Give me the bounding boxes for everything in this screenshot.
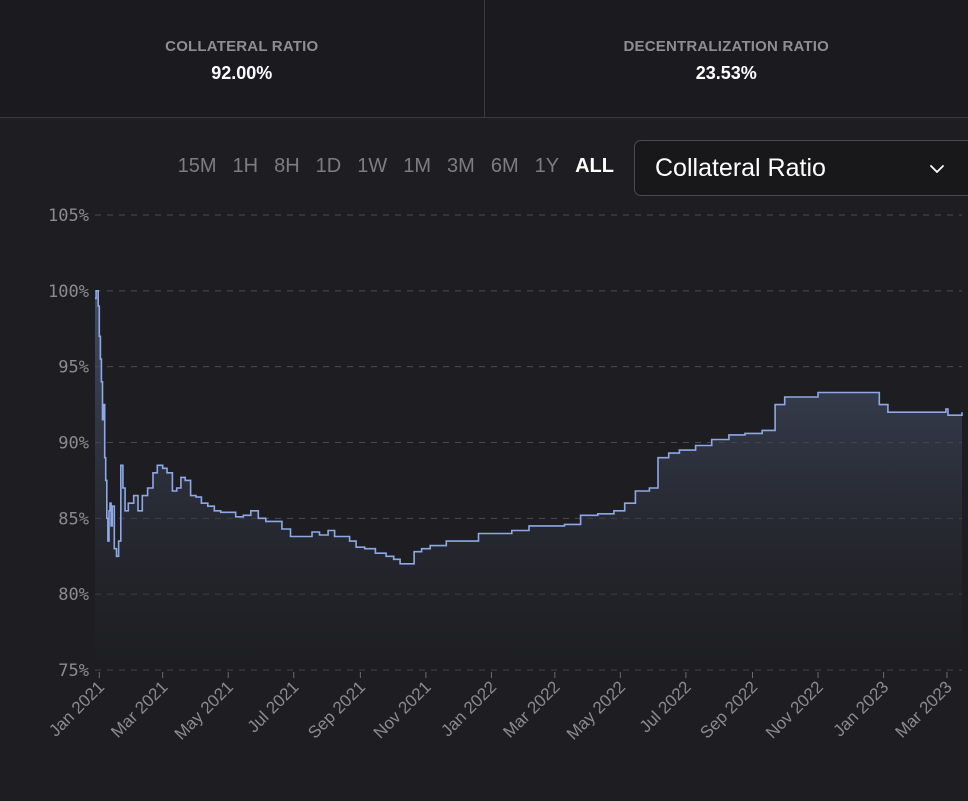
stat-label: COLLATERAL RATIO <box>165 37 319 55</box>
metric-select[interactable]: Collateral Ratio <box>634 140 968 196</box>
x-tick-label: Jul 2022 <box>636 677 695 736</box>
time-range-selector: 15M 1H 8H 1D 1W 1M 3M 6M 1Y ALL <box>170 155 622 178</box>
x-axis: Jan 2021 Mar 2021 May 2021 Jul 2021 Sep 2021… <box>45 672 956 744</box>
range-button-1m[interactable]: 1M <box>403 155 432 177</box>
y-tick-label: 75% <box>58 661 89 681</box>
x-tick-label: Jan 2023 <box>830 677 893 740</box>
y-axis: 105% 100% 95% 90% 85% 80% 75% <box>48 206 89 681</box>
chevron-down-icon <box>930 165 944 173</box>
x-tick-label: Sep 2022 <box>696 677 761 742</box>
range-button-1h[interactable]: 1H <box>232 155 259 177</box>
y-tick-label: 100% <box>48 282 89 302</box>
stat-label: DECENTRALIZATION RATIO <box>623 37 829 55</box>
y-tick-label: 80% <box>58 585 89 605</box>
x-tick-label: Nov 2021 <box>370 677 435 742</box>
x-tick-label: Mar 2022 <box>499 677 563 741</box>
range-button-8h[interactable]: 8H <box>274 155 300 177</box>
range-button-all[interactable]: ALL <box>575 155 614 177</box>
x-tick-label: Jul 2021 <box>244 677 303 736</box>
y-tick-label: 95% <box>58 358 89 378</box>
range-button-3m[interactable]: 3M <box>447 155 475 177</box>
x-tick-label: Mar 2023 <box>892 677 956 741</box>
x-tick-label: Mar 2021 <box>107 677 171 741</box>
x-tick-label: May 2022 <box>563 677 629 743</box>
range-button-1y[interactable]: 1Y <box>534 155 560 177</box>
metric-select-value: Collateral Ratio <box>655 153 826 182</box>
range-button-15m[interactable]: 15M <box>177 155 217 177</box>
chart-toolbar: 15M 1H 8H 1D 1W 1M 3M 6M 1Y ALL Collateral Ratio <box>0 140 968 198</box>
x-tick-label: Nov 2022 <box>762 677 827 742</box>
stat-value: 92.00% <box>211 62 273 83</box>
x-tick-label: Jan 2021 <box>45 677 108 740</box>
stat-collateral-ratio: COLLATERAL RATIO 92.00% <box>0 0 484 117</box>
y-tick-label: 105% <box>48 206 89 226</box>
range-button-1d[interactable]: 1D <box>315 155 342 177</box>
series-line <box>95 290 963 565</box>
stat-value: 23.53% <box>695 62 757 83</box>
range-button-6m[interactable]: 6M <box>490 155 519 177</box>
x-tick-label: Jan 2022 <box>437 677 500 740</box>
stats-header: COLLATERAL RATIO 92.00% DECENTRALIZATION… <box>0 0 968 118</box>
series-area <box>95 290 962 670</box>
x-tick-label: Sep 2021 <box>304 677 369 742</box>
y-tick-label: 90% <box>58 434 89 454</box>
y-tick-label: 85% <box>58 509 89 529</box>
collateral-ratio-chart: 105% 100% 95% 90% 85% 80% 75% Jan 2021 Mar 2021… <box>45 206 963 744</box>
x-tick-label: May 2021 <box>171 677 237 743</box>
range-button-1w[interactable]: 1W <box>357 155 388 177</box>
stat-decentralization-ratio: DECENTRALIZATION RATIO 23.53% <box>483 0 968 117</box>
